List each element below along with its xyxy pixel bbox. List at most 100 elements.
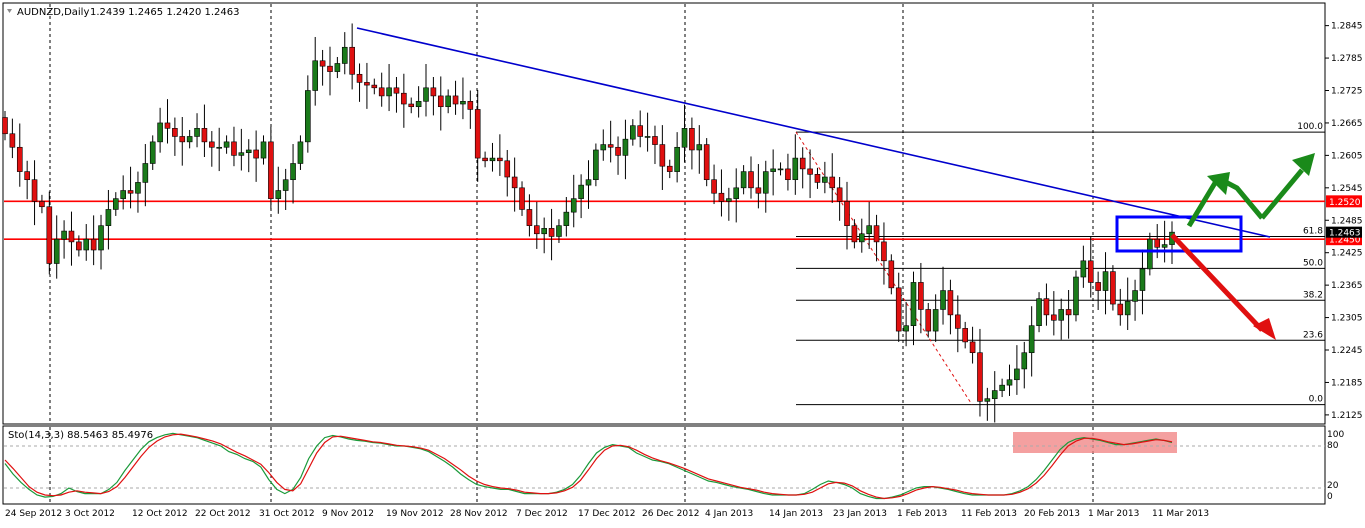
- bull-candle: [1021, 352, 1028, 370]
- bull-candle: [991, 390, 998, 399]
- bull-candle: [593, 149, 599, 181]
- bear-candle: [179, 136, 186, 143]
- bull-candle: [585, 179, 592, 186]
- stochastic-main-line: [4, 432, 1173, 500]
- bull-candle: [290, 163, 296, 181]
- bull-candle: [570, 198, 577, 213]
- bear-candle: [511, 176, 518, 189]
- bear-candle: [497, 157, 503, 162]
- bull-candle: [984, 398, 991, 402]
- bull-candle: [578, 184, 584, 199]
- bear-candle: [46, 206, 53, 264]
- date-tick-label: 19 Nov 2012: [386, 509, 444, 519]
- date-tick-label: 22 Oct 2012: [195, 509, 251, 519]
- bear-candle: [851, 225, 858, 243]
- resistance-zone-box[interactable]: [1115, 215, 1243, 253]
- main-pane-frame: [2, 2, 1326, 425]
- bull-candle: [777, 168, 784, 171]
- bear-candle: [1087, 260, 1094, 283]
- bear-candle: [711, 179, 717, 194]
- stochastic-label: Sto(14,3,3) 88.5463 85.4976: [8, 430, 153, 441]
- bull-candle: [770, 168, 776, 172]
- bear-candle: [31, 179, 38, 202]
- bear-candle: [977, 352, 983, 402]
- price-tick-label: 1.2125: [1331, 411, 1363, 421]
- annotations[interactable]: [356, 27, 1315, 453]
- bull-candle: [696, 144, 703, 151]
- bear-candle: [955, 314, 961, 329]
- bear-candle: [1095, 282, 1101, 291]
- bullish-arrow-line: [1260, 168, 1304, 220]
- bear-candle: [1043, 298, 1050, 316]
- bull-candle: [932, 309, 939, 332]
- bull-candle: [630, 125, 636, 140]
- bull-candle: [622, 138, 629, 156]
- bear-candle: [408, 103, 415, 108]
- bear-candle: [68, 230, 75, 243]
- bear-candle: [327, 65, 333, 72]
- bull-candle: [105, 209, 112, 226]
- bull-candle: [1147, 238, 1153, 270]
- price-tick-label: 1.2425: [1331, 249, 1363, 259]
- fib-level-label: 50.0: [1303, 258, 1323, 268]
- bull-candle: [415, 101, 422, 108]
- time-axis: 24 Sep 2012 3 Oct 2012 12 Oct 2012 22 Oct 2…: [5, 509, 1209, 519]
- bear-candle: [437, 95, 444, 108]
- bull-candle: [1014, 368, 1020, 381]
- bull-candle: [194, 128, 200, 137]
- price-tick-label: 1.2785: [1331, 54, 1363, 64]
- date-tick-label: 17 Dec 2012: [578, 509, 636, 519]
- bear-candle: [962, 328, 968, 343]
- date-tick-label: 24 Sep 2012: [5, 509, 62, 519]
- bear-candle: [482, 157, 488, 162]
- price-tick-label: 1.2305: [1331, 314, 1363, 324]
- horizontal-levels[interactable]: [4, 200, 1325, 240]
- bear-candle: [371, 84, 378, 89]
- price-tick-label: 1.2725: [1331, 87, 1363, 97]
- up-arrow-head-icon: [1292, 153, 1315, 176]
- bear-candle: [969, 341, 976, 354]
- date-tick-label: 11 Feb 2013: [961, 509, 1017, 519]
- price-tick-label: 1.2665: [1331, 119, 1363, 129]
- date-tick-label: 11 Mar 2013: [1152, 509, 1209, 519]
- stochastic-signal-line: [4, 433, 1173, 500]
- bear-candle: [844, 201, 850, 226]
- date-tick-label: 12 Oct 2012: [132, 509, 188, 519]
- downtrend-line[interactable]: [356, 27, 1271, 238]
- bull-candle: [1139, 268, 1146, 291]
- bull-candle: [112, 198, 119, 210]
- bull-candle: [216, 146, 222, 149]
- bear-candle: [718, 192, 725, 202]
- bear-candle: [231, 141, 237, 156]
- symbol-label: AUDNZD,Daily: [17, 7, 89, 18]
- bull-candle: [83, 238, 90, 251]
- bull-candle: [305, 90, 311, 143]
- bear-candle: [201, 128, 208, 143]
- price-tick-label: 1.2185: [1331, 378, 1363, 388]
- bull-candle: [792, 157, 799, 181]
- bear-candle: [807, 168, 813, 175]
- bull-candle: [142, 163, 149, 183]
- chart-menu-triangle-icon[interactable]: [7, 9, 12, 13]
- fib-level-label: 100.0: [1297, 122, 1323, 132]
- bull-candle: [135, 182, 141, 194]
- bull-candle: [1006, 379, 1013, 386]
- bear-candle: [666, 165, 673, 172]
- bear-candle: [814, 174, 821, 183]
- price-tick-label: 1.2245: [1331, 346, 1363, 356]
- bear-candle: [652, 136, 658, 145]
- bear-candle: [76, 241, 82, 251]
- date-tick-label: 1 Feb 2013: [897, 509, 947, 519]
- candlestick-series: [2, 23, 1175, 423]
- bull-candle: [312, 60, 319, 91]
- bear-candle: [452, 95, 459, 105]
- bear-candle: [925, 309, 932, 332]
- date-tick-label: 4 Jan 2013: [705, 509, 753, 519]
- stochastic-tick-label: 100: [1327, 430, 1344, 440]
- bull-candle: [460, 101, 466, 105]
- bull-candle: [733, 187, 740, 199]
- bull-candle: [61, 230, 67, 240]
- bear-candle: [947, 290, 954, 316]
